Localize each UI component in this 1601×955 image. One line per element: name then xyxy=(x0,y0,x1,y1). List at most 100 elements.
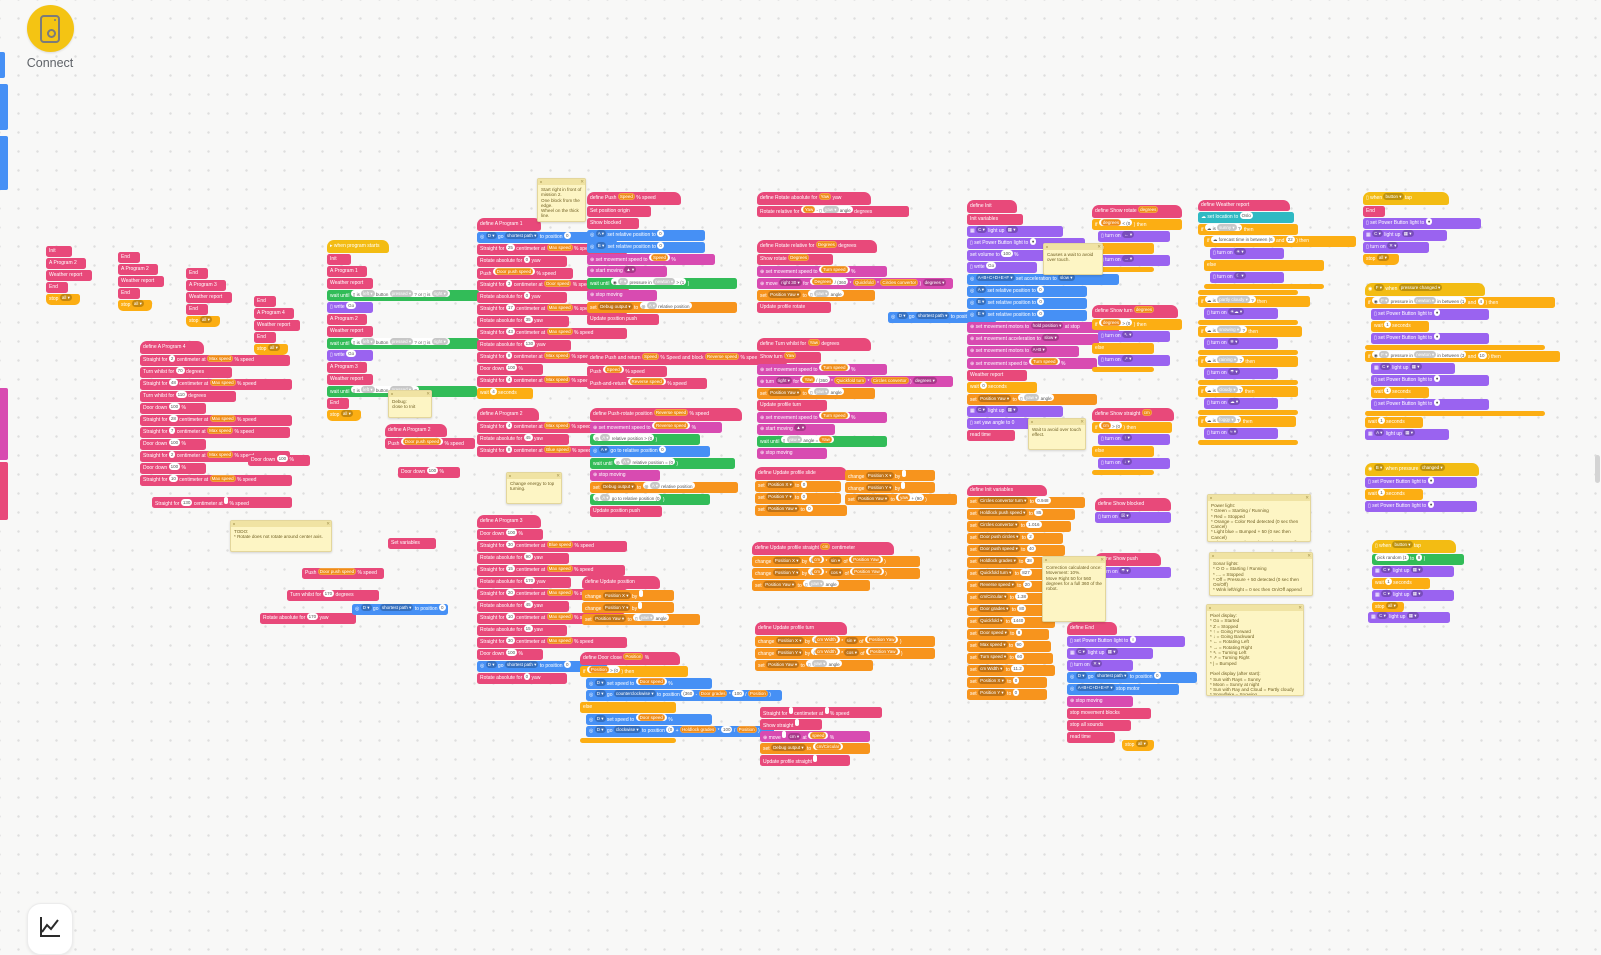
close-icon[interactable]: ✕ xyxy=(326,521,330,526)
code-block[interactable]: pick random (1 to 8 ) xyxy=(1372,554,1464,565)
code-block[interactable]: ▯ turn on ≈ ▾ xyxy=(1204,428,1278,439)
note-collapse-icon[interactable] xyxy=(1045,559,1047,561)
code-block[interactable]: ▯ turn on ↑ ▾ xyxy=(1098,434,1170,445)
code-block[interactable]: ▯ set Power Button light to ● xyxy=(1365,501,1477,512)
code-block[interactable]: Weather report xyxy=(254,320,300,331)
code-block[interactable]: set Turn speed ▾ to 60 xyxy=(967,653,1053,664)
code-block[interactable]: Door down 100 % xyxy=(398,467,460,478)
code-block[interactable]: ◎ A+B+C+D+E+F ▾ set acceleration to slow… xyxy=(967,274,1119,285)
code-block[interactable]: define Init xyxy=(967,200,1017,213)
code-block[interactable]: A Program 2 xyxy=(118,264,158,275)
code-block[interactable]: ⊕ set movement speed to Turn speed % xyxy=(757,266,887,277)
code-block[interactable]: ◎ A+B+C+D+E+F ▾ stop motor xyxy=(1067,684,1179,695)
code-block[interactable]: define End xyxy=(1067,622,1117,635)
code-block[interactable]: stop all ▾ xyxy=(118,300,152,311)
code-block[interactable]: Rotate absolute for 90 yaw xyxy=(477,553,569,564)
code-block[interactable]: set Position X ▾ to 0 xyxy=(967,677,1047,688)
code-block[interactable]: set Position Y ▾ to 0 xyxy=(967,689,1047,700)
note-collapse-icon[interactable] xyxy=(1031,421,1033,423)
sticky-note-header[interactable]: ✕ xyxy=(1044,244,1102,250)
code-block[interactable]: change Position Y ▾ by (cm Width * cos ▾… xyxy=(755,648,935,659)
code-block[interactable]: set Position Yaw ▾ to ▯ yaw ▾ angle xyxy=(757,388,875,399)
code-block[interactable]: if ☁ forecast time in between (6 and 22 … xyxy=(1204,236,1356,247)
code-block[interactable]: Rotate absolute for 0 yaw xyxy=(477,673,567,684)
code-block[interactable]: Push Door push speed % speed xyxy=(385,438,475,449)
code-block[interactable]: Straight for 130 centimeter at % speed xyxy=(152,497,292,508)
code-block[interactable]: change Position X ▾ by xyxy=(845,470,935,481)
code-block[interactable]: ▯ turn on ☁ ▾ xyxy=(1204,398,1278,409)
code-block[interactable]: define Turn whilst for Yaw degrees xyxy=(757,338,871,351)
code-block[interactable]: Straight for 48 centimeter at Max speed … xyxy=(140,379,292,390)
code-block[interactable]: set Position Yaw ▾ to 0 xyxy=(755,505,847,516)
code-block[interactable]: ◎ D ▾ go shortest path ▾ to position 0 xyxy=(352,604,448,615)
code-block[interactable]: set Position Yaw ▾ to yaw + (90 ) xyxy=(845,494,957,505)
code-block[interactable]: set Position Yaw ▾ to ▯ yaw ▾ angle xyxy=(582,614,700,625)
code-block[interactable] xyxy=(580,738,676,743)
code-block[interactable]: Door down 100 % xyxy=(140,403,206,414)
code-block[interactable]: ☁ set location to Oslo xyxy=(1198,212,1294,223)
code-block[interactable]: Straight for 10 centimeter at Max speed … xyxy=(140,475,292,486)
sticky-note-header[interactable]: ✕ xyxy=(231,521,331,527)
code-block[interactable]: ▯ set Power Button light to ● xyxy=(1371,309,1489,320)
code-block[interactable]: change Position X ▾ by (cm * sin ▾ of Po… xyxy=(752,556,920,567)
code-block[interactable]: set Quickfold ▾ to 1440 xyxy=(967,617,1055,628)
code-block[interactable]: set Quickfold turn ▾ to 827 xyxy=(967,569,1061,580)
code-block[interactable]: ⊕ set movement speed to Reverse speed % xyxy=(590,422,722,433)
code-block[interactable]: End xyxy=(254,296,276,307)
code-block[interactable]: ⊕ set movement motors to hold position ▾… xyxy=(967,322,1119,333)
code-block[interactable]: if Position > (0 ) then xyxy=(580,666,688,677)
code-block[interactable]: ▦ C ▾ light up ▦ ▾ xyxy=(1363,230,1447,241)
code-block[interactable]: Weather report xyxy=(118,276,164,287)
code-block[interactable]: define Show turn degrees xyxy=(1092,305,1178,318)
code-block[interactable]: ◎ A ▾ go to relative position (0 ) xyxy=(590,494,710,505)
code-block[interactable]: ◎ D ▾ set speed to Door speed % xyxy=(586,678,712,689)
code-block[interactable]: Door down 100 % xyxy=(477,364,543,375)
code-block[interactable]: set Position Y ▾ to 0 xyxy=(755,493,841,504)
code-block[interactable]: define A Program 1 xyxy=(477,218,541,231)
code-block[interactable]: ⊕ start moving ▲ ▾ xyxy=(757,424,835,435)
code-block[interactable]: ▯ turn on ☒ ▾ xyxy=(1095,512,1171,523)
graph-button[interactable] xyxy=(27,903,73,955)
code-block[interactable]: A Program 3 xyxy=(327,362,367,373)
code-block[interactable]: define Rotate relative for Degrees degre… xyxy=(757,240,877,253)
code-block[interactable]: stop all sounds xyxy=(1067,720,1131,731)
code-block[interactable]: ⊕ stop moving xyxy=(587,290,657,301)
code-block[interactable]: else xyxy=(1204,260,1324,271)
sticky-note-header[interactable]: ✕ xyxy=(1210,553,1312,559)
code-block[interactable]: Weather report xyxy=(327,326,373,337)
code-block[interactable]: ◎ D ▾ set speed to Door speed % xyxy=(586,714,712,725)
note-collapse-icon[interactable] xyxy=(1209,607,1211,609)
code-block[interactable]: define A Program 4 xyxy=(140,341,204,354)
code-block[interactable]: else xyxy=(580,702,676,713)
code-block[interactable]: ⊕ move cm ▾ at speed % xyxy=(760,731,870,742)
code-block[interactable]: ▯ when button ▾ tap xyxy=(1372,540,1456,553)
sticky-note-header[interactable]: ✕ xyxy=(538,179,585,185)
code-block[interactable]: ◎ A ▾ go to relative position 0 xyxy=(590,446,710,457)
code-block[interactable]: stop all ▾ xyxy=(186,316,220,327)
code-block[interactable]: A Program 1 xyxy=(327,266,367,277)
code-block[interactable]: wait until ◎ A ▾ relative position = (0 … xyxy=(590,458,735,469)
code-block[interactable]: Door down 100 % xyxy=(477,649,543,660)
code-block[interactable]: ▯ write Go xyxy=(967,262,1037,273)
code-block[interactable]: ▦ C ▾ light up ▦ ▾ xyxy=(967,406,1063,417)
code-block[interactable]: Set variables xyxy=(388,538,436,549)
code-block[interactable]: Turn whilst for 70 degrees xyxy=(140,367,232,378)
code-block[interactable]: ▦ C ▾ light up ▦ ▾ xyxy=(967,226,1063,237)
code-block[interactable]: ▯ set Power Button light to ● xyxy=(1371,333,1489,344)
close-icon[interactable]: ✕ xyxy=(1298,605,1302,610)
code-block[interactable]: ◉ B ▾ when pressure changed ▾ xyxy=(1365,463,1479,476)
code-block[interactable]: change Position X ▾ by xyxy=(582,590,674,601)
code-block[interactable]: ▯ set Power Button light to ● xyxy=(1363,218,1481,229)
code-block[interactable]: Straight for 3 centimeter at Door speed … xyxy=(477,280,629,291)
code-block[interactable]: Rotate absolute for 45 yaw xyxy=(477,434,569,445)
sticky-note[interactable]: ✕ Change energy to top turning. xyxy=(506,472,562,504)
code-block[interactable]: Door down 100 % xyxy=(140,463,206,474)
code-block[interactable]: wait 1 seconds xyxy=(1365,417,1423,428)
code-block[interactable]: End xyxy=(118,288,140,299)
code-block[interactable]: ⊕ stop moving xyxy=(590,470,660,481)
code-block[interactable]: ▦ A ▾ light up ▦ ▾ xyxy=(1365,429,1449,440)
code-block[interactable]: Straight for 4 centimeter at Max speed %… xyxy=(477,376,627,387)
code-block[interactable]: define Push Speed % speed xyxy=(587,192,681,205)
code-block[interactable]: ▯ turn on → ▾ xyxy=(1098,255,1170,266)
